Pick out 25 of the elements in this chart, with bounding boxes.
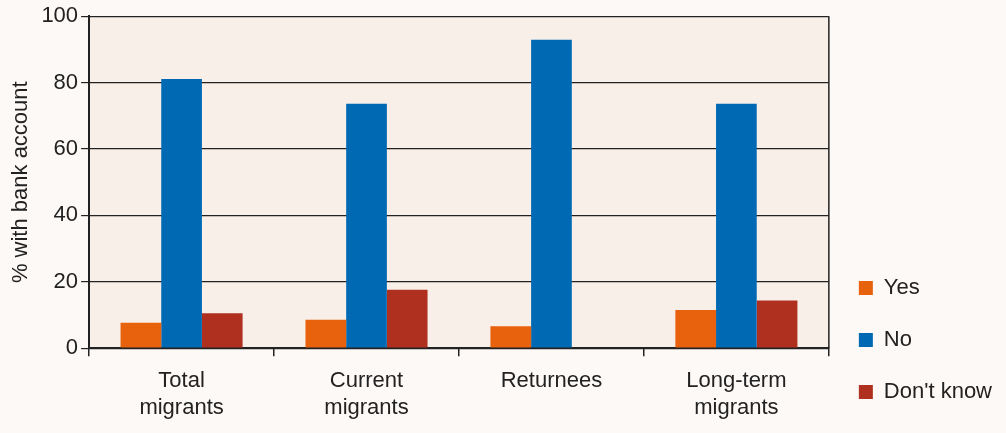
bar xyxy=(305,319,347,348)
legend-label: Don't know xyxy=(883,378,993,404)
bar xyxy=(120,322,162,348)
bar xyxy=(716,103,757,348)
y-tick-label: 60 xyxy=(53,135,79,161)
bar xyxy=(756,300,798,348)
y-tick-label: 40 xyxy=(53,201,79,227)
y-tick-label: 80 xyxy=(53,68,79,94)
x-tick-label: Long-term migrants xyxy=(686,367,787,419)
bar xyxy=(386,289,428,348)
bar xyxy=(161,78,202,348)
x-tick-label: Returnees xyxy=(500,367,603,393)
bar xyxy=(675,310,717,348)
x-tick-label: Current migrants xyxy=(324,367,409,419)
legend-label: Yes xyxy=(883,274,920,300)
bar xyxy=(531,39,572,348)
bar xyxy=(346,103,387,348)
y-axis-title: % with bank account xyxy=(7,81,33,284)
bar xyxy=(490,326,532,348)
legend-label: No xyxy=(883,326,912,352)
y-tick-label: 20 xyxy=(53,267,79,293)
x-tick-label: Total migrants xyxy=(139,367,224,419)
y-tick-label: 100 xyxy=(41,2,79,28)
bar xyxy=(201,313,243,348)
y-tick-label: 0 xyxy=(65,334,79,360)
